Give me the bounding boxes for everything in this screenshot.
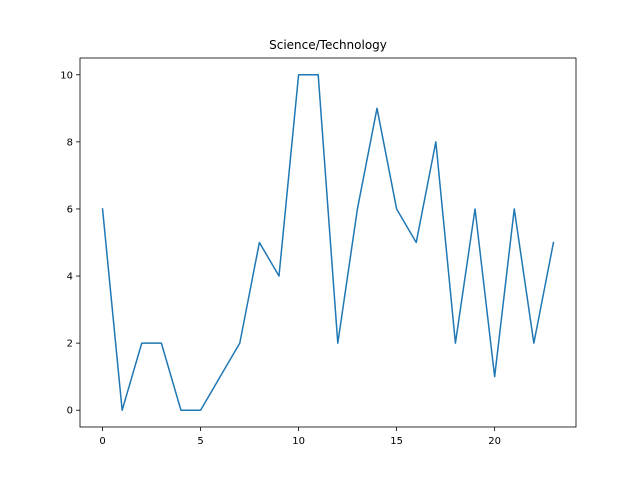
y-tick-label: 0	[67, 406, 73, 417]
y-tick-label: 6	[67, 204, 73, 215]
y-tick-label: 4	[67, 272, 73, 283]
y-tick-label: 10	[60, 70, 73, 81]
x-axis-ticks: 0 5 10 15 20	[99, 427, 501, 447]
x-tick-label: 0	[99, 436, 105, 447]
series-line	[101, 74, 555, 411]
series-layer	[101, 74, 555, 411]
axes-frame	[79, 57, 577, 428]
y-tick-label: 2	[67, 339, 73, 350]
x-tick-label: 10	[292, 436, 305, 447]
x-tick-label: 15	[390, 436, 403, 447]
chart-title: Science/Technology	[269, 38, 387, 52]
x-tick-label: 20	[488, 436, 501, 447]
x-tick-label: 5	[197, 436, 203, 447]
y-tick-label: 8	[67, 137, 73, 148]
y-axis-ticks: 0 2 4 6 8 10	[60, 70, 80, 417]
